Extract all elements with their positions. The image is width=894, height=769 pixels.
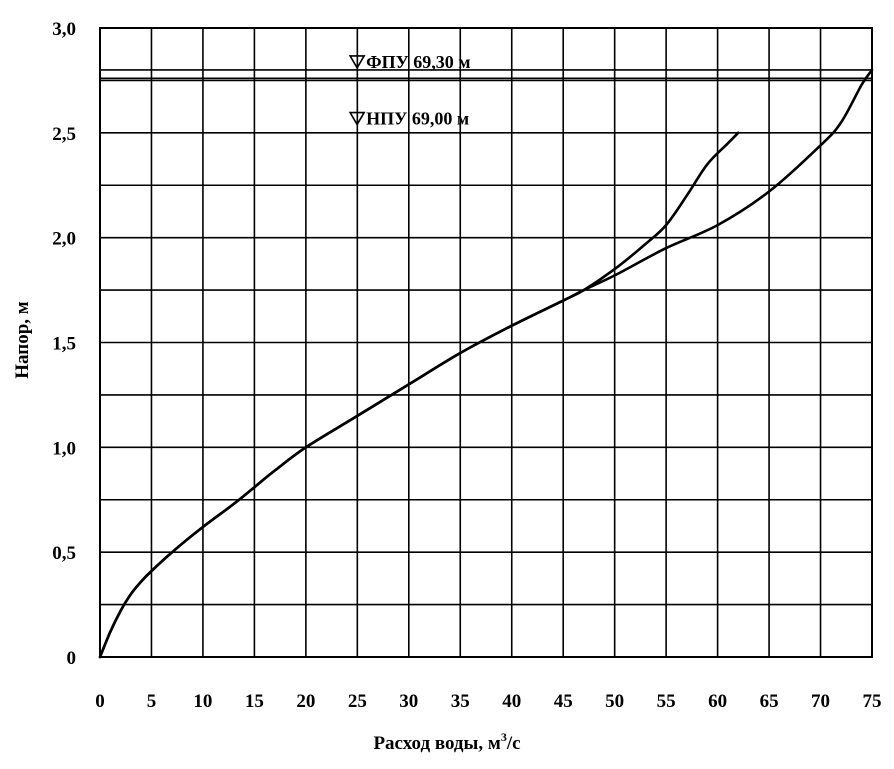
x-tick-label: 65 [760, 691, 779, 712]
y-tick-label: 0 [67, 648, 77, 669]
x-tick-label: 35 [451, 691, 470, 712]
x-tick-label: 15 [245, 691, 264, 712]
x-tick-label: 55 [657, 691, 676, 712]
x-tick-label: 5 [147, 691, 157, 712]
y-tick-label: 1,5 [52, 334, 76, 355]
x-axis-label-main: Расход воды, м [373, 733, 500, 754]
x-tick-label: 30 [399, 691, 418, 712]
reference-lines-layer: ФПУ 69,30 м НПУ 69,00 м [100, 52, 872, 129]
grid-layer [99, 27, 873, 657]
x-axis-label: Расход воды, м3/с [373, 730, 520, 754]
y-axis-label: Напор, м [12, 301, 33, 379]
y-tick-label: 1,0 [52, 438, 76, 459]
y-tick-label: 2,5 [52, 124, 76, 145]
level-triangle-icon [348, 111, 366, 127]
x-axis-label-superscript: 3 [501, 730, 507, 744]
x-tick-label: 60 [708, 691, 727, 712]
series-line-2 [98, 68, 874, 659]
y-tick-label: 0,5 [52, 543, 76, 564]
x-tick-label: 0 [95, 691, 105, 712]
x-tick-label: 45 [554, 691, 573, 712]
reference-line-label: ФПУ 69,30 м [366, 52, 470, 72]
x-tick-label: 50 [605, 691, 624, 712]
reference-line-label: НПУ 69,00 м [366, 109, 469, 129]
y-tick-label: 2,0 [52, 229, 76, 250]
x-tick-label: 20 [296, 691, 315, 712]
level-triangle-icon [348, 55, 366, 70]
series-layer [98, 68, 874, 659]
plot-frame [99, 27, 873, 658]
x-tick-label: 75 [863, 691, 882, 712]
x-tick-label: 40 [502, 691, 521, 712]
x-axis-label-suffix: /с [506, 733, 521, 754]
x-tick-label: 70 [811, 691, 830, 712]
x-tick-label: 10 [193, 691, 212, 712]
plot-frame-layer [99, 27, 873, 658]
tick-labels-layer: 0 5 10 15 20 25 30 35 40 45 50 55 60 65 70 75 0 0,5 1,0 1,5… [52, 19, 881, 712]
x-tick-label: 25 [348, 691, 367, 712]
y-tick-label: 3,0 [52, 19, 76, 40]
